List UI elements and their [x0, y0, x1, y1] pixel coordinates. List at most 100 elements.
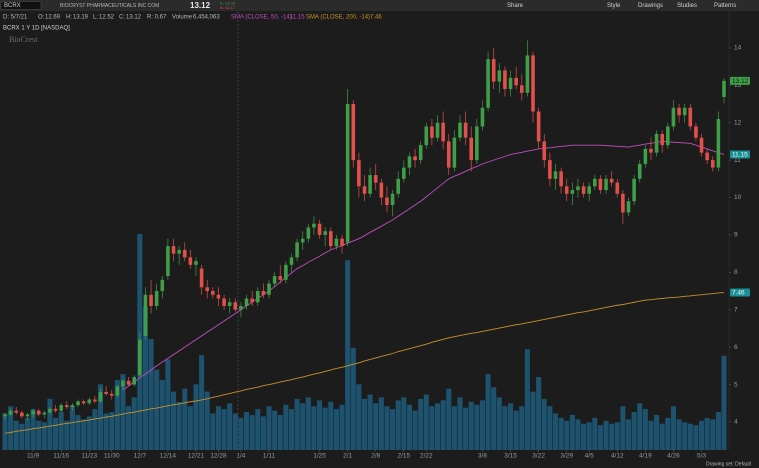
y-tick-label: 13: [734, 82, 742, 89]
patterns-button[interactable]: Patterns: [714, 3, 736, 9]
volume-bar: [659, 423, 665, 450]
share-button[interactable]: Share: [507, 3, 524, 9]
candle-body: [340, 238, 344, 247]
candle-body: [244, 298, 249, 306]
symbol[interactable]: BCRX: [4, 3, 21, 9]
y-tick-label: 7: [734, 306, 738, 313]
candle-body: [368, 175, 372, 194]
candle-body: [115, 386, 120, 396]
candle-body: [480, 107, 485, 127]
volume-bar: [30, 409, 36, 450]
close-label: C:: [119, 15, 125, 21]
volume-bar: [199, 355, 205, 450]
x-tick-label: 3/8: [478, 453, 487, 460]
volume-bar: [154, 369, 160, 450]
close-value: 13.12: [126, 15, 142, 21]
company-name: BIOCRYST PHARMACEUTICALS INC COM: [60, 3, 159, 9]
volume-bar: [294, 398, 300, 450]
volume-bar: [244, 412, 250, 450]
candle-body: [171, 246, 176, 254]
y-tick-label: 14: [734, 45, 742, 52]
candle-body: [227, 302, 232, 306]
candle-body: [396, 178, 401, 194]
candle-body: [345, 104, 350, 243]
drawing-set[interactable]: Drawing set: Default: [706, 461, 752, 467]
candle-body: [132, 377, 136, 385]
volume-bar: [255, 409, 261, 450]
candle-body: [53, 408, 58, 411]
y-tick-label: 5: [734, 381, 738, 388]
sma-line: [4, 292, 725, 434]
volume-bar: [401, 397, 407, 450]
volume-bar: [361, 398, 368, 450]
candle-body: [542, 141, 547, 161]
volume-bar: [367, 394, 373, 450]
volume-bar: [120, 374, 126, 450]
candle-body: [48, 408, 52, 413]
x-tick-label: 4/12: [611, 453, 624, 460]
last-price: 13.12: [190, 1, 211, 10]
volume-bar: [390, 409, 396, 450]
volume-bar: [266, 406, 272, 450]
candle-body: [649, 148, 653, 153]
x-tick-label: 1/25: [313, 453, 326, 460]
logo: BioCrest: [9, 35, 38, 44]
volume-bar: [221, 409, 227, 450]
volume-bar: [558, 417, 564, 450]
candle-body: [446, 141, 451, 168]
candle-body: [109, 393, 114, 396]
studies-button[interactable]: Studies: [677, 3, 697, 9]
candle-body: [626, 201, 631, 213]
sma200-value: 7.46: [370, 15, 382, 21]
candle-body: [413, 156, 417, 161]
candle-body: [278, 276, 283, 280]
volume-bar: [468, 401, 474, 450]
style-button[interactable]: Style: [607, 3, 621, 9]
candle-body: [666, 126, 670, 146]
drawings-button[interactable]: Drawings: [638, 3, 663, 9]
volume-bar: [260, 416, 266, 450]
volume-bar: [277, 414, 283, 450]
volume-name: Volume: [172, 15, 193, 21]
volume-bar: [176, 401, 182, 450]
volume-bar: [210, 413, 216, 450]
candle-body: [576, 186, 580, 191]
candle-body: [379, 182, 384, 198]
volume-bar: [350, 347, 356, 450]
volume-bar: [440, 400, 446, 450]
symbol-box[interactable]: [0, 1, 42, 10]
volume-bar: [170, 391, 177, 450]
volume-bar: [519, 406, 525, 450]
candle-body: [239, 305, 243, 310]
volume-bar: [581, 423, 587, 450]
candle-body: [559, 171, 563, 187]
volume-bar: [491, 387, 497, 450]
volume-bar: [434, 403, 441, 450]
candle-body: [323, 231, 327, 235]
candle-body: [699, 137, 704, 153]
volume-bar: [13, 420, 19, 450]
y-tick-label: 11: [734, 157, 741, 164]
candle-body: [98, 392, 103, 402]
candle-body: [351, 104, 356, 161]
candle-body: [59, 405, 63, 411]
candle-body: [609, 178, 614, 183]
candle-body: [463, 122, 468, 138]
volume-bar: [496, 397, 502, 450]
volume-bar: [300, 403, 306, 450]
x-tick-label: 11/23: [81, 453, 97, 460]
candle-body: [452, 137, 457, 168]
volume-bar: [693, 425, 699, 450]
volume-bar: [97, 384, 104, 450]
volume-bar: [249, 414, 255, 450]
volume-bar: [586, 422, 592, 450]
candle-body: [216, 294, 221, 299]
candle-body: [587, 186, 591, 194]
candle-body: [76, 401, 80, 406]
volume-bar: [238, 417, 244, 450]
candle-body: [503, 70, 507, 90]
price-badge-label: 7.46: [732, 290, 745, 297]
x-tick-label: 4/19: [639, 453, 652, 460]
candle-body: [407, 156, 412, 168]
volume-bar: [288, 409, 295, 450]
